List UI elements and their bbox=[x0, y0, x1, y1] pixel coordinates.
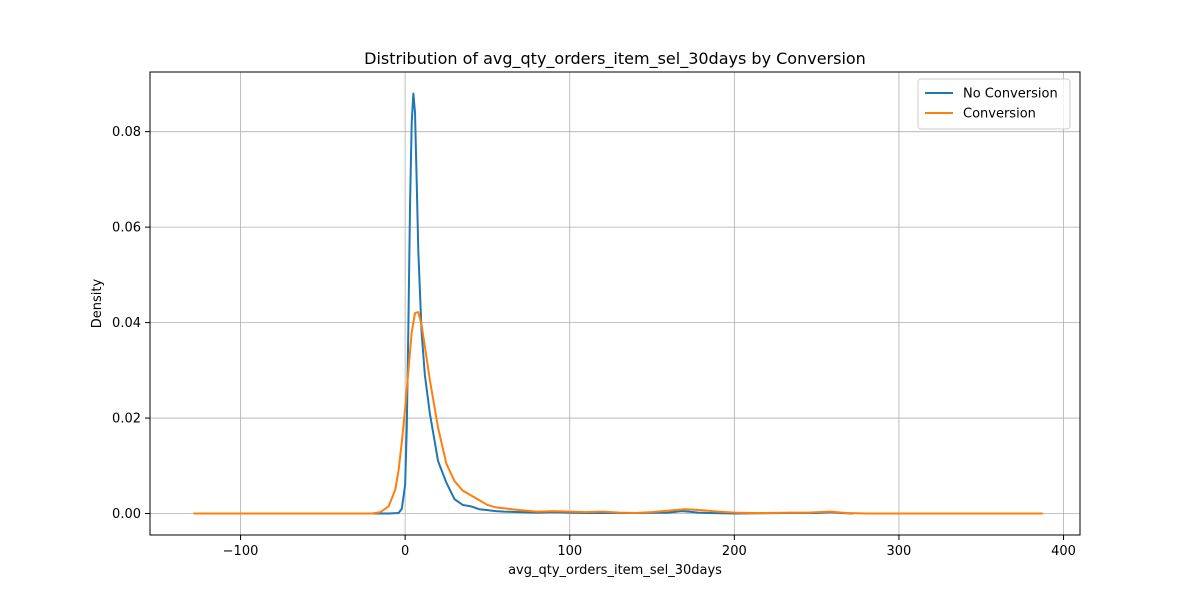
legend: No Conversion Conversion bbox=[917, 78, 1071, 130]
x-tick-label: −100 bbox=[223, 544, 259, 559]
y-tick-label: 0.04 bbox=[112, 316, 141, 331]
y-axis-ticks: 0.00 0.02 0.04 0.06 0.08 bbox=[112, 125, 150, 522]
x-axis-title: avg_qty_orders_item_sel_30days bbox=[508, 563, 722, 578]
plot-area-frame bbox=[149, 71, 1081, 536]
y-tick-label: 0.02 bbox=[112, 412, 141, 427]
grid-lines bbox=[150, 72, 1080, 535]
y-tick-label: 0.00 bbox=[112, 507, 141, 522]
series-line-conversion bbox=[193, 311, 1044, 515]
legend-label: No Conversion bbox=[963, 87, 1058, 102]
series-line-no-conversion bbox=[193, 92, 854, 515]
x-tick-label: 400 bbox=[1051, 544, 1076, 559]
y-tick-label: 0.06 bbox=[112, 221, 141, 236]
legend-box bbox=[917, 78, 1071, 130]
chart-title: Distribution of avg_qty_orders_item_sel_… bbox=[364, 49, 866, 69]
x-tick-label: 0 bbox=[401, 544, 409, 559]
x-tick-label: 200 bbox=[722, 544, 747, 559]
series-lines bbox=[193, 92, 1044, 515]
x-tick-label: 100 bbox=[557, 544, 582, 559]
y-tick-label: 0.08 bbox=[112, 125, 141, 140]
x-axis-ticks: −100 0 100 200 300 400 bbox=[223, 535, 1076, 559]
y-axis-title: Density bbox=[90, 278, 105, 328]
legend-label: Conversion bbox=[963, 107, 1036, 122]
x-tick-label: 300 bbox=[887, 544, 912, 559]
